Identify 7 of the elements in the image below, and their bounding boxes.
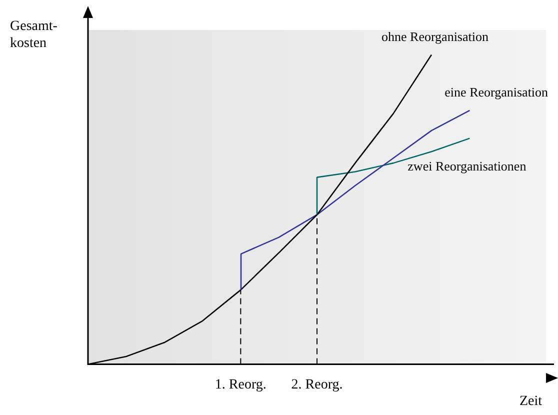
- series-label: eine Reorganisation: [444, 84, 549, 100]
- x-tick-label: 1. Reorg.: [214, 377, 266, 392]
- series-label: zwei Reorganisationen: [408, 158, 527, 174]
- series-label: ohne Reorganisation: [382, 28, 489, 44]
- y-axis-title: Gesamt- kosten: [10, 18, 58, 52]
- x-axis-title: Zeit: [519, 394, 542, 410]
- x-tick-label: 2. Reorg.: [291, 377, 343, 392]
